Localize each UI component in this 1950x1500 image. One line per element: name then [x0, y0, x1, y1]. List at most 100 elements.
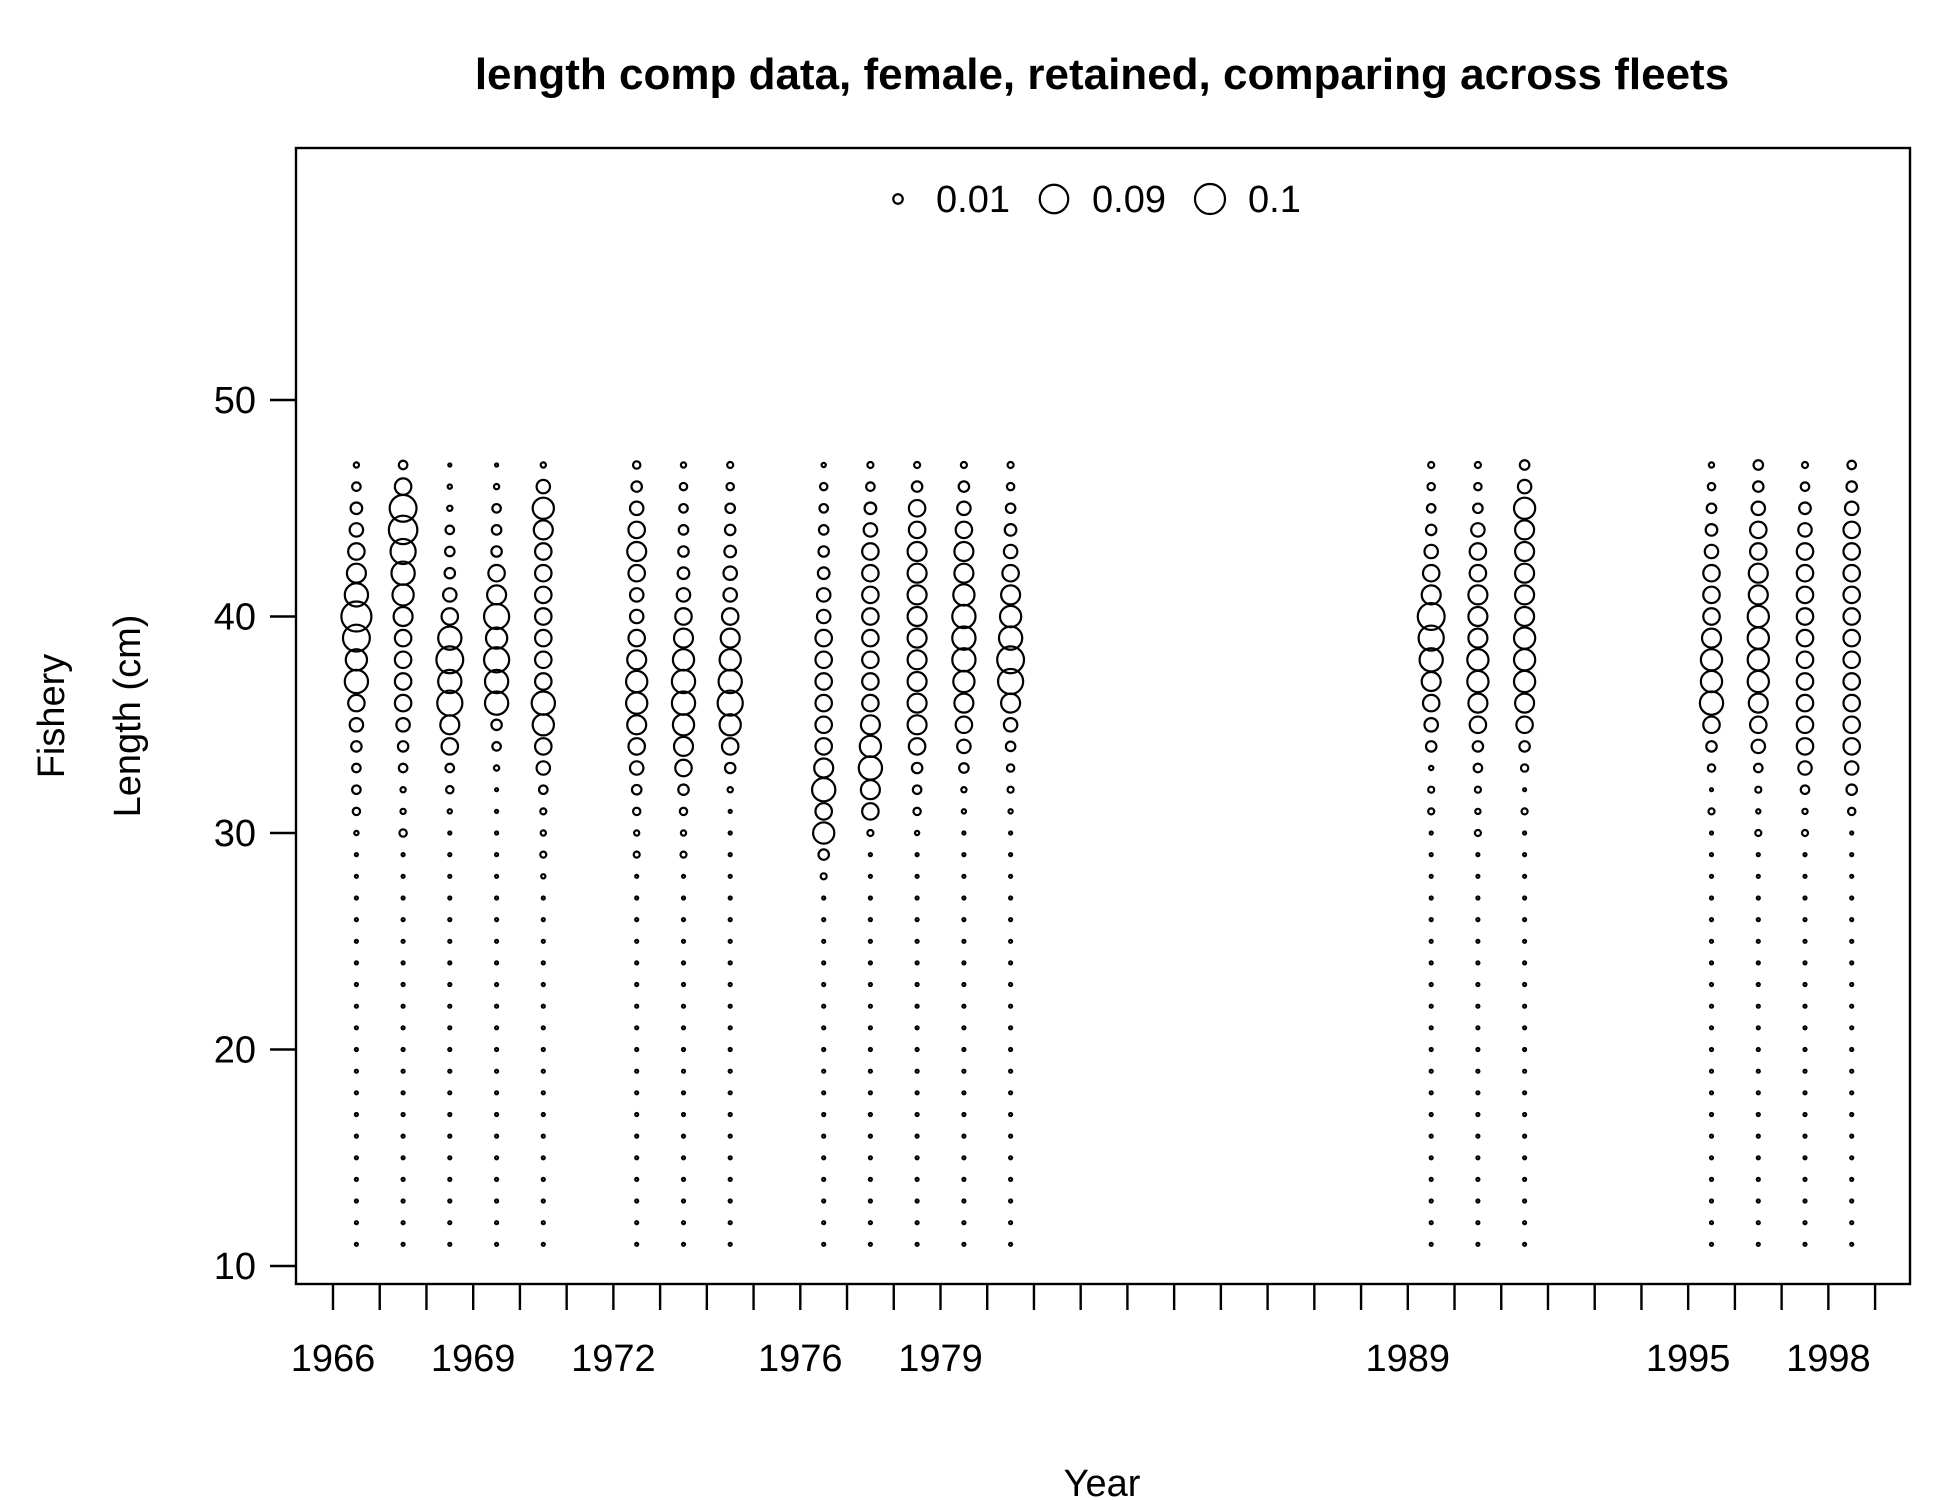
bubble-1990.5-36	[1467, 692, 1489, 714]
bubble-1972.5-15	[634, 1155, 640, 1161]
bubble-1974.5-14	[727, 1176, 733, 1183]
x-tick-label-1995: 1995	[1646, 1338, 1731, 1380]
bubble-1970.5-37	[533, 672, 553, 691]
bubble-1995.5-15	[1708, 1155, 1715, 1161]
bubble-1991.5-22	[1521, 1003, 1528, 1009]
bubble-1978.5-35	[906, 714, 928, 736]
bubble-1998.5-40	[1842, 607, 1862, 626]
bubble-1967.5-23	[400, 981, 406, 988]
bubble-1977.5-11	[867, 1241, 874, 1247]
bubble-1972.5-26	[634, 916, 640, 923]
bubble-1970.5-27	[540, 895, 546, 901]
bubble-1967.5-17	[400, 1111, 406, 1118]
bubble-1966.5-18	[353, 1090, 359, 1096]
bubble-1980.5-41	[1000, 584, 1022, 606]
x-tick-label-1966: 1966	[291, 1338, 376, 1380]
bubble-1970.5-39	[533, 628, 553, 648]
bubble-1989.5-40	[1416, 601, 1446, 632]
bubble-1969.5-33	[492, 764, 501, 772]
bubble-1974.5-36	[716, 689, 744, 717]
bubble-1968.5-27	[447, 895, 453, 901]
bubble-1998.5-12	[1849, 1220, 1855, 1226]
bubble-1970.5-16	[540, 1133, 546, 1139]
bubble-1995.5-36	[1698, 690, 1725, 716]
bubble-1996.5-36	[1747, 692, 1769, 714]
bubble-1966.5-37	[343, 668, 370, 695]
bubble-1977.5-22	[867, 1003, 874, 1009]
bubble-1995.5-20	[1708, 1046, 1715, 1053]
bubble-1969.5-30	[494, 830, 500, 836]
bubble-1996.5-34	[1750, 738, 1767, 755]
bubble-layer	[340, 459, 1862, 1247]
bubble-1995.5-28	[1708, 873, 1715, 879]
bubble-1998.5-43	[1842, 542, 1862, 561]
bubble-1997.5-16	[1802, 1133, 1808, 1139]
bubble-1991.5-28	[1521, 873, 1528, 879]
bubble-1990.5-19	[1475, 1068, 1481, 1074]
bubble-1995.5-35	[1702, 715, 1721, 735]
bubble-1989.5-42	[1421, 563, 1441, 583]
bubble-1997.5-18	[1802, 1090, 1808, 1096]
bubble-1980.5-23	[1007, 981, 1014, 988]
bubble-1998.5-28	[1849, 873, 1855, 879]
bubble-1980.5-28	[1007, 873, 1014, 879]
bubble-1969.5-16	[494, 1133, 500, 1139]
bubble-1997.5-25	[1802, 938, 1808, 944]
bubble-1972.5-33	[628, 760, 645, 776]
bubble-1998.5-26	[1849, 916, 1855, 923]
bubble-1980.5-27	[1007, 895, 1014, 901]
bubble-1974.5-18	[727, 1090, 733, 1096]
bubble-1972.5-32	[630, 783, 643, 796]
bubble-1991.5-46	[1516, 478, 1533, 495]
bubble-1967.5-39	[393, 628, 413, 648]
bubble-1968.5-15	[447, 1155, 453, 1161]
bubble-1997.5-35	[1795, 715, 1815, 735]
bubble-1989.5-14	[1428, 1176, 1434, 1183]
bubble-1973.5-24	[680, 960, 687, 966]
bubble-1973.5-29	[679, 850, 688, 859]
bubble-1976.5-31	[814, 802, 834, 821]
bubble-1967.5-41	[391, 583, 415, 607]
bubble-1989.5-20	[1428, 1046, 1434, 1053]
bubble-1968.5-12	[447, 1220, 453, 1226]
bubble-1991.5-34	[1518, 740, 1531, 753]
y-tick-label-30: 30	[214, 813, 256, 855]
bubble-1978.5-13	[914, 1198, 920, 1204]
bubble-1970.5-31	[539, 807, 548, 816]
bubble-1973.5-14	[680, 1176, 687, 1183]
bubble-1967.5-28	[400, 873, 406, 879]
bubble-1977.5-18	[867, 1090, 874, 1096]
bubble-1979.5-22	[961, 1003, 967, 1009]
bubble-1979.5-44	[954, 520, 974, 540]
bubble-1996.5-14	[1755, 1176, 1761, 1183]
bubble-1995.5-23	[1708, 981, 1715, 988]
bubble-1976.5-44	[817, 524, 830, 536]
bubble-1972.5-20	[634, 1046, 640, 1053]
bubble-1970.5-24	[540, 960, 546, 966]
bubble-1997.5-23	[1802, 981, 1808, 988]
bubble-1973.5-25	[680, 938, 687, 944]
bubble-1970.5-40	[533, 607, 553, 626]
bubble-1998.5-22	[1849, 1003, 1855, 1009]
bubble-1977.5-25	[867, 938, 874, 944]
bubble-1977.5-42	[861, 563, 880, 583]
bubble-1967.5-47	[397, 459, 409, 471]
bubble-1997.5-43	[1795, 542, 1815, 561]
bubble-1973.5-38	[671, 648, 696, 672]
bubble-1995.5-14	[1708, 1176, 1715, 1183]
bubble-1980.5-44	[1003, 522, 1018, 537]
bubble-1991.5-26	[1521, 916, 1528, 923]
bubble-1995.5-33	[1706, 763, 1717, 773]
bubble-1996.5-21	[1755, 1025, 1761, 1031]
bubble-1974.5-29	[727, 851, 733, 858]
bubble-1972.5-41	[628, 587, 645, 603]
bubble-1989.5-19	[1428, 1068, 1434, 1074]
bubble-1997.5-44	[1797, 522, 1813, 538]
bubble-1990.5-46	[1473, 481, 1483, 492]
bubble-1974.5-26	[727, 916, 733, 923]
bubble-1997.5-42	[1795, 563, 1815, 583]
bubble-1967.5-19	[400, 1068, 406, 1074]
bubble-1991.5-18	[1521, 1090, 1528, 1096]
bubble-1978.5-47	[912, 460, 922, 470]
bubble-1976.5-22	[821, 1003, 827, 1009]
